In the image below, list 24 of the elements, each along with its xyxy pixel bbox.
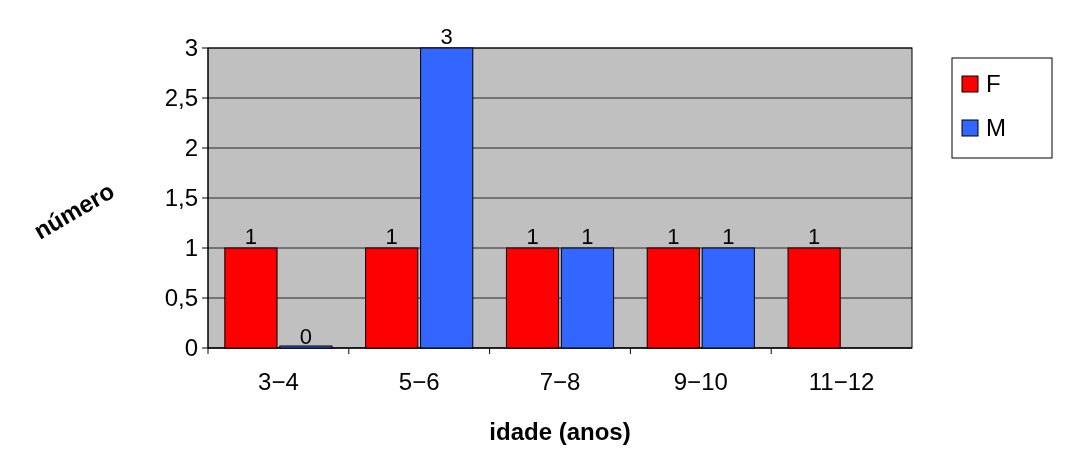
y-tick-label: 2 <box>184 134 198 162</box>
x-tick-label: 11−12 <box>808 368 875 395</box>
y-tick-label: 3 <box>184 34 198 62</box>
y-tick-label: 2,5 <box>164 84 198 112</box>
data-label: 0 <box>299 324 312 349</box>
data-label: 1 <box>385 224 398 249</box>
y-tick-label: 0 <box>184 334 198 362</box>
data-label: 1 <box>526 224 539 249</box>
y-tick-label: 1,5 <box>164 184 198 212</box>
x-tick-label: 9−10 <box>673 368 728 395</box>
legend-label: F <box>986 70 1001 98</box>
x-tick-label: 3−4 <box>258 368 299 395</box>
legend-label: M <box>986 114 1006 142</box>
data-label: 1 <box>244 224 258 249</box>
data-label: 1 <box>722 224 735 249</box>
x-tick-label: 5−6 <box>398 368 440 395</box>
data-label: 1 <box>808 224 821 249</box>
y-tick-label: 1 <box>184 234 198 262</box>
x-axis-title: idade (anos) <box>489 418 631 445</box>
data-label: 3 <box>440 24 453 49</box>
x-tick-label: 7−8 <box>539 368 581 395</box>
data-label: 1 <box>581 224 594 249</box>
y-tick-label: 0,5 <box>164 284 198 312</box>
data-label: 1 <box>667 224 680 249</box>
